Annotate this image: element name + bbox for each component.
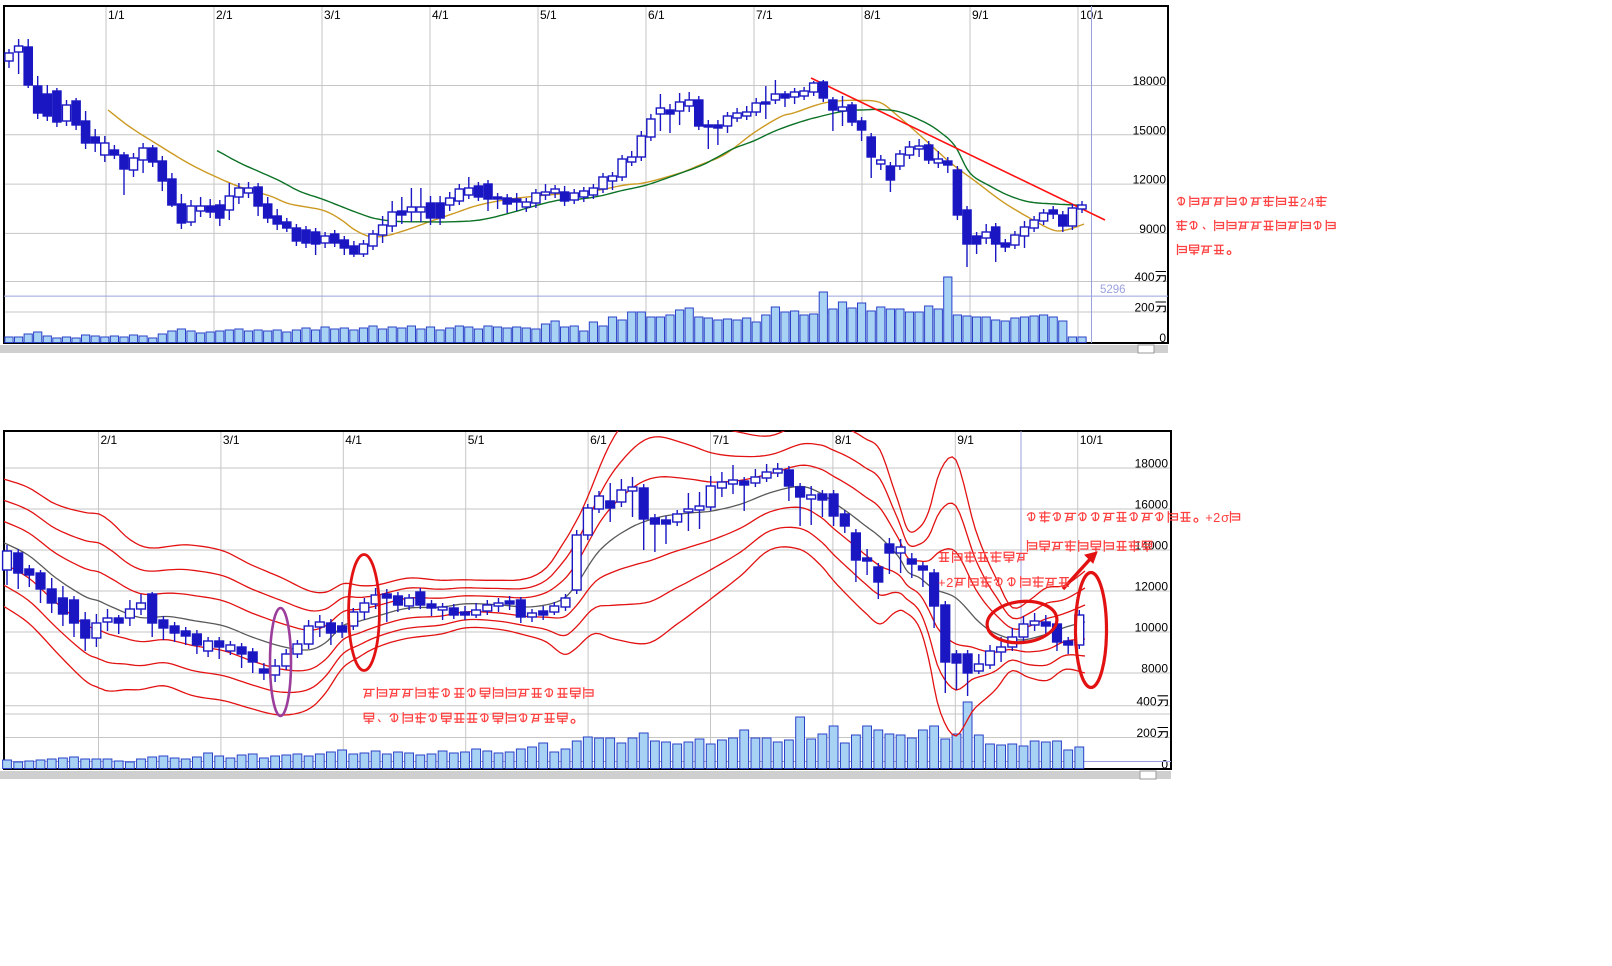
svg-text:7/1: 7/1 xyxy=(713,433,730,447)
svg-text:200: 200 xyxy=(1136,726,1156,740)
svg-text:1/1: 1/1 xyxy=(108,8,125,22)
svg-text:16000: 16000 xyxy=(1135,498,1169,512)
svg-text:5/1: 5/1 xyxy=(468,433,485,447)
svg-text:4/1: 4/1 xyxy=(432,8,449,22)
svg-text:9/1: 9/1 xyxy=(972,8,989,22)
svg-text:18000: 18000 xyxy=(1135,457,1169,471)
svg-text:2/1: 2/1 xyxy=(216,8,233,22)
svg-text:σ: σ xyxy=(1221,510,1229,525)
svg-text:6/1: 6/1 xyxy=(590,433,607,447)
svg-text:2: 2 xyxy=(1213,510,1220,525)
svg-text:2: 2 xyxy=(946,575,953,590)
svg-text:2: 2 xyxy=(1300,195,1307,209)
svg-text:400: 400 xyxy=(1136,694,1156,708)
svg-text:9000: 9000 xyxy=(1139,222,1166,236)
svg-text:3/1: 3/1 xyxy=(223,433,240,447)
svg-text:0: 0 xyxy=(1159,331,1166,345)
svg-text:0: 0 xyxy=(1161,758,1168,772)
svg-text:4/1: 4/1 xyxy=(345,433,362,447)
svg-text:7/1: 7/1 xyxy=(756,8,773,22)
svg-text:9/1: 9/1 xyxy=(957,433,974,447)
svg-text:10000: 10000 xyxy=(1135,621,1169,635)
svg-text:8000: 8000 xyxy=(1141,662,1168,676)
svg-text:6/1: 6/1 xyxy=(648,8,665,22)
svg-text:15000: 15000 xyxy=(1133,123,1167,137)
svg-text:3/1: 3/1 xyxy=(324,8,341,22)
svg-text:10/1: 10/1 xyxy=(1080,433,1104,447)
svg-text:8/1: 8/1 xyxy=(835,433,852,447)
svg-text:200: 200 xyxy=(1134,301,1154,315)
svg-text:+: + xyxy=(938,575,946,590)
svg-text:8/1: 8/1 xyxy=(864,8,881,22)
svg-text:12000: 12000 xyxy=(1135,580,1169,594)
svg-text:2/1: 2/1 xyxy=(101,433,118,447)
svg-text:4: 4 xyxy=(1308,195,1315,209)
svg-text:12000: 12000 xyxy=(1133,173,1167,187)
svg-text:5/1: 5/1 xyxy=(540,8,557,22)
svg-text:5296: 5296 xyxy=(1100,284,1126,296)
svg-text:+: + xyxy=(1205,510,1212,525)
svg-text:18000: 18000 xyxy=(1133,74,1167,88)
svg-text:400: 400 xyxy=(1134,270,1154,284)
